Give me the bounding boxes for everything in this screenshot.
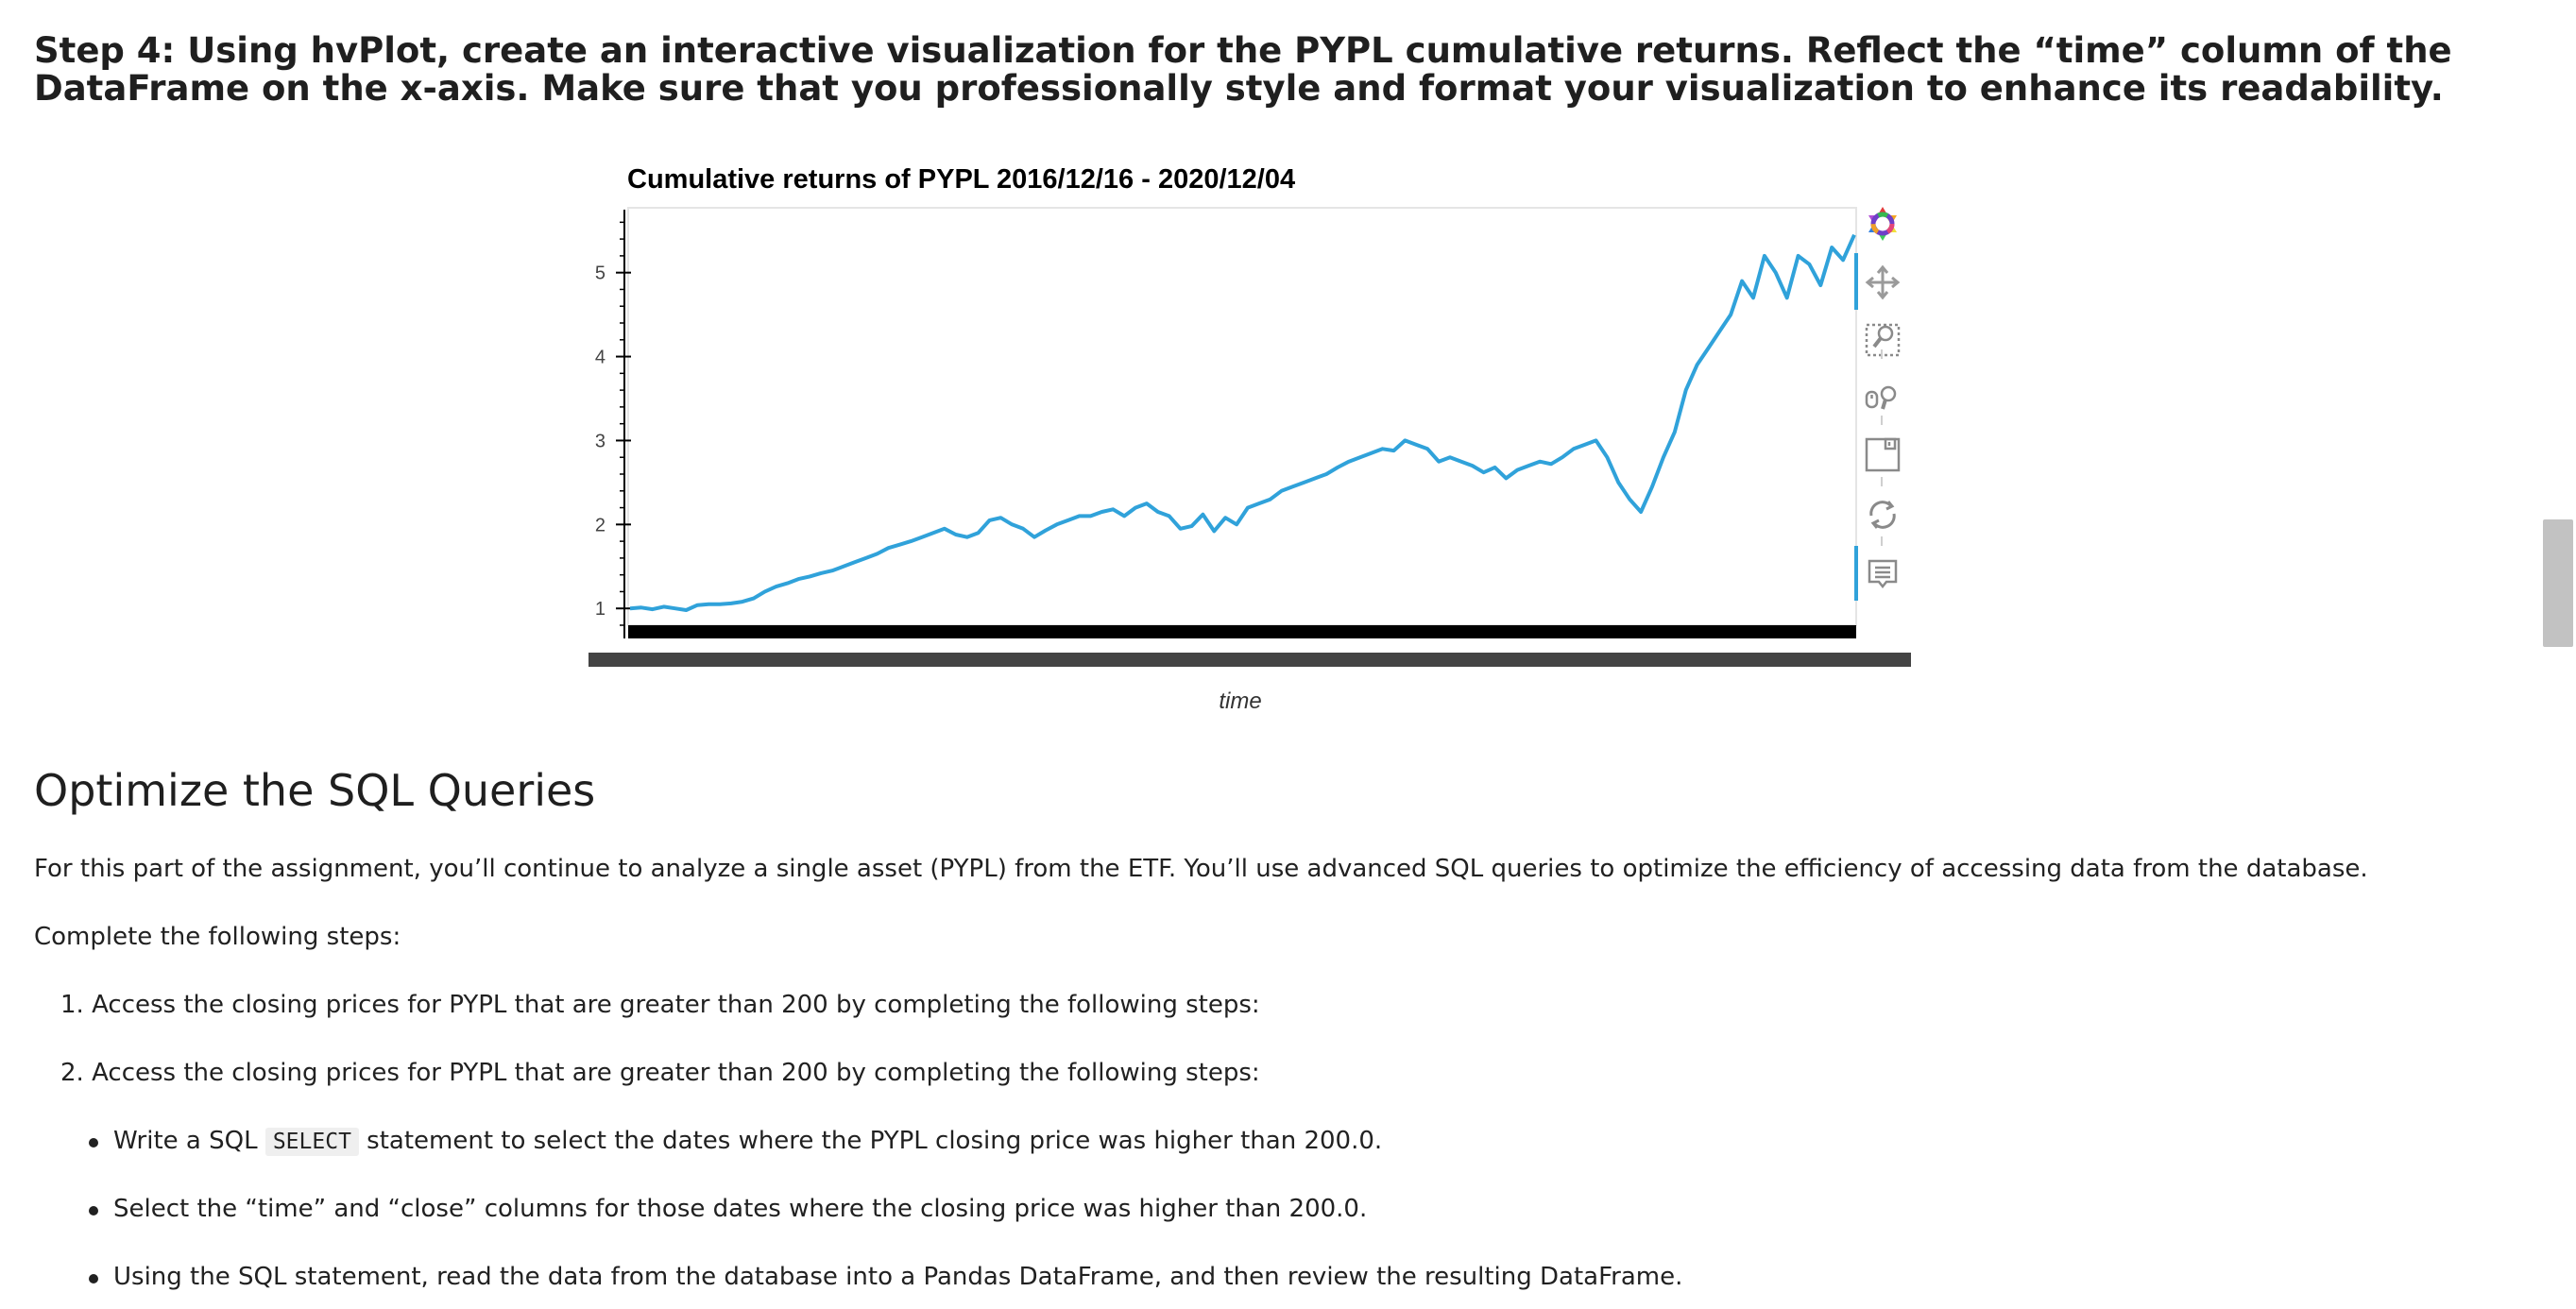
numbered-item: 1. Access the closing prices for PYPL th… xyxy=(60,991,1260,1019)
y-tick-label: 5 xyxy=(595,264,606,284)
box-zoom-icon[interactable] xyxy=(1863,319,1902,359)
bullet-dot xyxy=(89,1206,98,1216)
reset-icon[interactable] xyxy=(1863,495,1902,535)
y-tick-label: 2 xyxy=(595,515,606,536)
steps-intro: Complete the following steps: xyxy=(34,923,401,951)
x-axis-ticks-band xyxy=(628,625,1856,638)
y-tick-label: 1 xyxy=(595,599,606,620)
bullet-dot xyxy=(89,1274,98,1284)
inline-code: SELECT xyxy=(264,1128,359,1156)
x-axis-label: time xyxy=(1219,688,1261,714)
step-heading: Step 4: Using hvPlot, create an interact… xyxy=(34,30,2452,109)
save-icon[interactable] xyxy=(1863,434,1902,474)
plot-frame xyxy=(627,207,1857,626)
range-slider xyxy=(589,653,1911,667)
chart-title: Cumulative returns of PYPL 2016/12/16 - … xyxy=(627,164,1296,195)
bullet-item: Write a SQL SELECT statement to select t… xyxy=(89,1127,1383,1156)
bullet-text: Using the SQL statement, read the data f… xyxy=(113,1263,1683,1291)
toolbar-divider xyxy=(1881,536,1883,546)
wheel-zoom-icon[interactable] xyxy=(1863,378,1902,417)
intro-paragraph: For this part of the assignment, you’ll … xyxy=(34,855,2368,883)
bullet-text: Write a SQL xyxy=(113,1127,265,1155)
section-heading: Optimize the SQL Queries xyxy=(34,765,596,816)
bullet-text: statement to select the dates where the … xyxy=(358,1127,1383,1155)
bullet-item: Using the SQL statement, read the data f… xyxy=(89,1263,1683,1291)
toolbar-divider xyxy=(1881,349,1883,359)
hover-marker-bottom xyxy=(1854,546,1858,601)
y-tick-label: 4 xyxy=(595,348,606,368)
y-axis-ticks: 1 2 3 4 5 xyxy=(595,221,631,626)
toolbar-divider xyxy=(1881,477,1883,486)
y-tick-label: 3 xyxy=(595,431,606,451)
bullet-item: Select the “time” and “close” columns fo… xyxy=(89,1195,1368,1223)
toolbar-divider xyxy=(1881,416,1883,425)
hover-marker-top xyxy=(1854,253,1858,310)
pan-icon[interactable] xyxy=(1863,263,1902,302)
bokeh-logo-icon[interactable] xyxy=(1863,204,1902,244)
hover-icon[interactable] xyxy=(1863,553,1902,593)
bullet-text: Select the “time” and “close” columns fo… xyxy=(113,1195,1368,1223)
cumulative-returns-line xyxy=(629,233,1856,612)
bullet-dot xyxy=(89,1138,98,1148)
chart-plot[interactable]: 1 2 3 4 5 time xyxy=(567,198,1927,718)
page-scrollbar-thumb[interactable] xyxy=(2543,519,2573,647)
numbered-item: 2. Access the closing prices for PYPL th… xyxy=(60,1059,1260,1087)
